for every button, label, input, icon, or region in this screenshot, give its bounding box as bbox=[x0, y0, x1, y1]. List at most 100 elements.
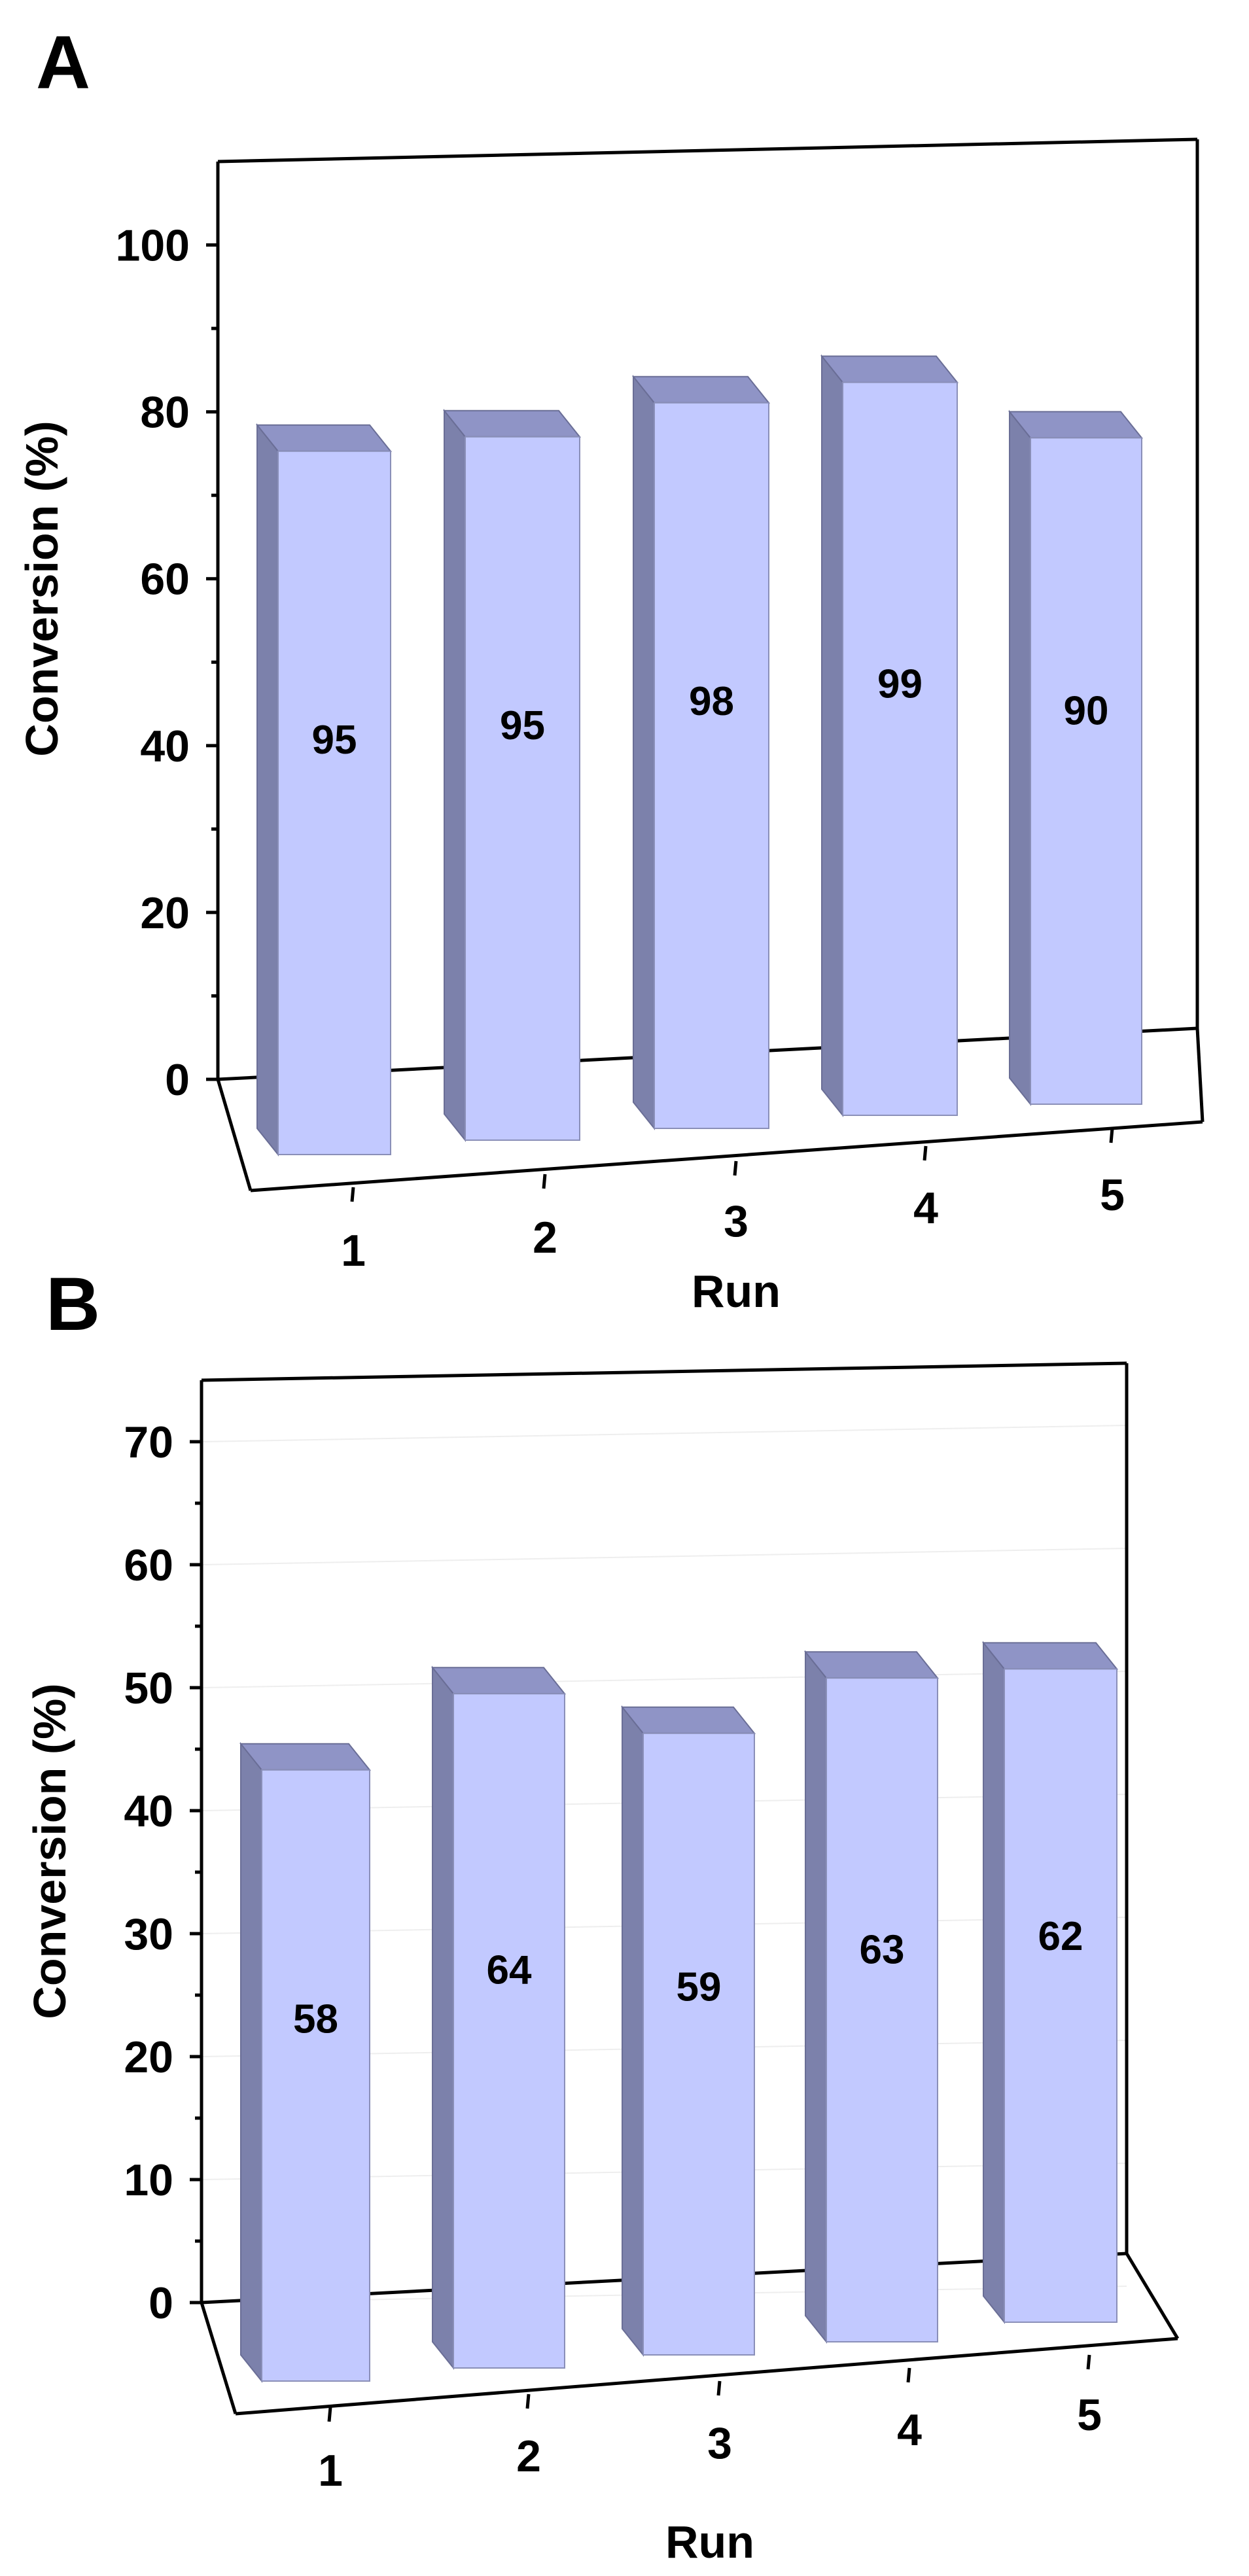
panel-a-x-tick-label: 3 bbox=[724, 1196, 748, 1246]
panel-a-back-top-edge bbox=[217, 137, 1198, 164]
panel-b-bar-side bbox=[622, 1705, 644, 2357]
panel-b-bar-value-label: 64 bbox=[487, 1947, 532, 1993]
panel-a-bar-top bbox=[442, 409, 582, 438]
panel-a-bar-front bbox=[842, 381, 958, 1116]
panel-a-bar-side bbox=[444, 408, 466, 1142]
panel-b-bar bbox=[981, 1641, 1119, 2324]
panel-b-floor-right-edge bbox=[1125, 2252, 1180, 2340]
panel-b-bar-value-label: 62 bbox=[1038, 1914, 1083, 1959]
panel-a-floor-right-edge bbox=[1195, 1028, 1205, 1123]
panel-b-y-tick-label: 70 bbox=[124, 1418, 173, 1467]
panel-a-x-tick-label: 1 bbox=[341, 1226, 366, 1276]
panel-b-x-tick bbox=[906, 2367, 911, 2383]
panel-a-x-tick-label: 2 bbox=[533, 1213, 557, 1262]
panel-b-x-tick bbox=[1086, 2354, 1091, 2370]
panel-a-bar bbox=[442, 408, 582, 1142]
panel-a-floor-left-edge bbox=[216, 1079, 253, 1191]
panel-b-bar-top bbox=[431, 1667, 567, 1695]
panel-a-bar-side bbox=[256, 423, 279, 1157]
panel-b-x-tick-label: 3 bbox=[707, 2418, 732, 2468]
panel-a-bar-top bbox=[255, 424, 393, 452]
panel-b-x-tick bbox=[716, 2380, 722, 2396]
panel-a-bar-side bbox=[1009, 409, 1031, 1106]
panel-a-bar-value-label: 95 bbox=[500, 703, 545, 748]
panel-a-x-axis-line bbox=[250, 1120, 1203, 1192]
panel-a-bar bbox=[1008, 409, 1144, 1106]
panel-a-y-tick-label: 100 bbox=[116, 221, 190, 271]
panel-b-y-tick-label: 50 bbox=[124, 1663, 173, 1713]
panel-b-x-axis-line bbox=[235, 2337, 1178, 2416]
panel-a-bar-value-label: 95 bbox=[312, 718, 357, 763]
panel-b-back-top-edge bbox=[201, 1361, 1127, 1382]
panel-b-bar-top bbox=[620, 1706, 756, 1734]
panel-b-bar bbox=[239, 1741, 372, 2383]
panel-a-bar bbox=[255, 423, 393, 1157]
panel-b-bar-value-label: 58 bbox=[293, 1997, 338, 2042]
panel-b-x-tick-label: 2 bbox=[516, 2431, 541, 2481]
panel-a-x-tick-label: 5 bbox=[1100, 1170, 1125, 1220]
panel-b-letter: B bbox=[46, 1262, 100, 1346]
panel-a-x-tick bbox=[1109, 1128, 1114, 1143]
panel-b-x-tick bbox=[327, 2407, 332, 2422]
panel-a-chart: A 0 20 40 60 80 100 1 2 3 4 5 95 95 98 99 90 Run Conve… bbox=[16, 21, 1205, 1317]
panel-a-bar-side bbox=[633, 374, 655, 1130]
panel-b-bar-side bbox=[240, 1741, 262, 2383]
panel-a-bar-front bbox=[1030, 437, 1142, 1105]
panel-b-bar-front bbox=[1004, 1668, 1117, 2323]
panel-b-bar-front bbox=[453, 1693, 565, 2369]
panel-a-letter: A bbox=[36, 21, 90, 105]
panel-a-bar-front bbox=[654, 402, 769, 1129]
panel-b-y-axis-title: Conversion (%) bbox=[24, 1683, 75, 2019]
panel-a-x-tick bbox=[923, 1145, 928, 1161]
panel-a-bar-value-label: 90 bbox=[1064, 688, 1109, 733]
panel-a-x-axis-title: Run bbox=[692, 1266, 781, 1317]
panel-b-bar-front bbox=[261, 1769, 370, 2382]
panel-b-y-tick-label: 0 bbox=[149, 2278, 173, 2328]
panel-a-y-tick-label: 0 bbox=[165, 1055, 190, 1105]
panel-a-bar-front bbox=[277, 450, 391, 1155]
panel-b-bar-front bbox=[826, 1677, 938, 2342]
panel-b-bar-top bbox=[981, 1642, 1119, 1670]
panel-b-x-axis-title: Run bbox=[665, 2516, 754, 2567]
panel-b-x-tick-label: 4 bbox=[897, 2405, 922, 2455]
panel-a-y-axis-title: Conversion (%) bbox=[16, 421, 67, 756]
panel-b-y-tick-label: 40 bbox=[124, 1786, 173, 1836]
panel-a-bar-front bbox=[465, 436, 580, 1141]
panel-b-bar-side bbox=[805, 1650, 827, 2344]
panel-a-bar-value-label: 99 bbox=[877, 661, 923, 706]
panel-a-bar-top bbox=[820, 355, 959, 383]
panel-a-y-tick-label: 60 bbox=[140, 555, 190, 604]
panel-b-grid-line bbox=[201, 1425, 1127, 1442]
panel-b-bar bbox=[431, 1665, 567, 2370]
panel-b-bar-front bbox=[642, 1732, 755, 2356]
panel-a-bar-value-label: 98 bbox=[689, 679, 734, 724]
panel-a-x-tick bbox=[350, 1187, 355, 1202]
panel-b-bar-top bbox=[803, 1651, 940, 1679]
panel-a-bar-top bbox=[1008, 411, 1144, 439]
panel-b-x-tick bbox=[525, 2393, 531, 2409]
panel-a-bar bbox=[631, 374, 771, 1130]
panel-a-y-tick-label: 80 bbox=[140, 388, 190, 438]
panel-b-x-tick-label: 1 bbox=[318, 2446, 343, 2496]
panel-b-chart: B 0 10 20 30 40 50 60 70 1 2 3 4 5 58 64 59 63 62 Run Co… bbox=[24, 1262, 1180, 2567]
panel-b-grid-line bbox=[201, 1548, 1127, 1565]
panel-b-y-tick-label: 60 bbox=[124, 1540, 173, 1590]
panel-b-floor-left-edge bbox=[200, 2302, 237, 2414]
panel-b-x-tick-label: 5 bbox=[1077, 2390, 1102, 2440]
panel-b-bar-side bbox=[983, 1641, 1005, 2324]
panel-a-y-tick-label: 20 bbox=[140, 888, 190, 938]
panel-a-x-tick bbox=[542, 1174, 547, 1189]
panel-b-y-tick-label: 20 bbox=[124, 2032, 173, 2082]
panel-a-bar-top bbox=[631, 375, 771, 404]
panel-b-y-tick-label: 30 bbox=[124, 1909, 173, 1959]
panel-a-bar-side bbox=[821, 354, 843, 1117]
panel-b-bar-top bbox=[239, 1743, 372, 1771]
panel-b-bar bbox=[803, 1650, 940, 2344]
panel-b-bar-value-label: 59 bbox=[677, 1964, 722, 2010]
panel-a-bar bbox=[820, 354, 959, 1117]
panel-a-x-tick bbox=[733, 1160, 738, 1176]
panel-b-grid-line bbox=[201, 1671, 1127, 1688]
panel-b-y-tick-label: 10 bbox=[124, 2155, 173, 2205]
panel-a-y-tick-label: 40 bbox=[140, 722, 190, 771]
